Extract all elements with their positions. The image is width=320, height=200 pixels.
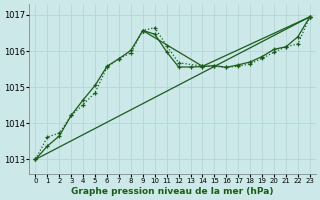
X-axis label: Graphe pression niveau de la mer (hPa): Graphe pression niveau de la mer (hPa) xyxy=(71,187,274,196)
